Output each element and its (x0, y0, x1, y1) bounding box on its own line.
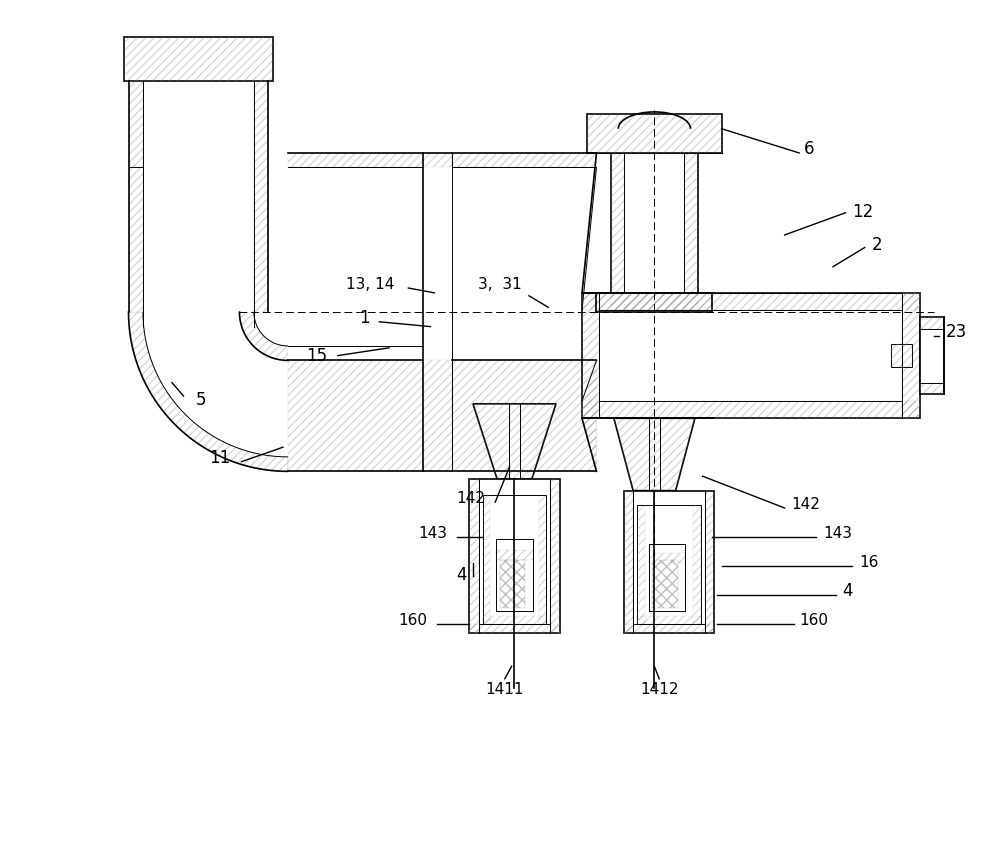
Bar (637, 506, 701, 624)
Bar (500, 560, 525, 609)
Bar (705, 491, 714, 634)
Text: 6: 6 (804, 140, 814, 158)
Bar (637, 617, 701, 624)
Bar (611, 293, 698, 310)
Bar (587, 115, 722, 154)
Text: 3,  31: 3, 31 (478, 276, 522, 292)
Bar (920, 317, 944, 395)
Bar (611, 154, 624, 293)
Bar (483, 496, 546, 624)
Bar (684, 154, 698, 293)
Bar (611, 154, 698, 293)
Bar (129, 82, 143, 313)
Text: 1412: 1412 (640, 682, 678, 696)
Bar (693, 506, 701, 624)
Bar (649, 554, 685, 563)
Bar (582, 293, 599, 419)
Bar (423, 361, 452, 472)
Bar (891, 345, 912, 368)
Text: 143: 143 (418, 525, 447, 540)
Bar (652, 560, 678, 609)
Bar (582, 293, 920, 419)
Text: 160: 160 (399, 612, 428, 627)
Polygon shape (614, 419, 695, 491)
Bar (624, 624, 714, 634)
Bar (624, 491, 633, 634)
Bar (469, 479, 560, 634)
Text: 142: 142 (457, 490, 485, 506)
Text: 23: 23 (946, 323, 967, 341)
Bar (483, 496, 490, 624)
Bar (496, 551, 533, 560)
Bar (587, 115, 722, 154)
Text: 12: 12 (852, 202, 873, 220)
Text: 11: 11 (210, 448, 231, 466)
Text: 15: 15 (306, 347, 327, 365)
Bar (920, 383, 944, 395)
Bar (637, 506, 645, 624)
Text: 5: 5 (196, 391, 206, 409)
Text: 1: 1 (360, 309, 370, 327)
Bar (452, 154, 596, 168)
Bar (891, 345, 912, 368)
Bar (483, 617, 546, 624)
Bar (124, 38, 273, 82)
Polygon shape (473, 404, 556, 479)
Bar (288, 361, 423, 472)
Text: 143: 143 (823, 525, 852, 540)
Bar (254, 82, 268, 313)
Text: 4: 4 (456, 566, 467, 583)
Bar (469, 624, 560, 634)
Bar (423, 154, 452, 168)
Bar (624, 491, 714, 634)
Text: 142: 142 (791, 496, 820, 512)
Text: 160: 160 (799, 612, 828, 627)
Bar (920, 317, 944, 329)
Text: 4: 4 (843, 581, 853, 599)
Text: 2: 2 (871, 236, 882, 254)
Bar (582, 293, 920, 310)
Bar (288, 154, 423, 168)
Bar (452, 361, 596, 472)
Text: 13, 14: 13, 14 (346, 276, 394, 292)
Bar (550, 479, 560, 634)
Text: 1411: 1411 (486, 682, 524, 696)
Bar (124, 38, 273, 82)
Text: 16: 16 (859, 554, 878, 569)
Bar (539, 496, 546, 624)
Bar (469, 479, 479, 634)
Bar (902, 293, 920, 419)
Bar (582, 402, 920, 419)
Bar (596, 293, 712, 313)
